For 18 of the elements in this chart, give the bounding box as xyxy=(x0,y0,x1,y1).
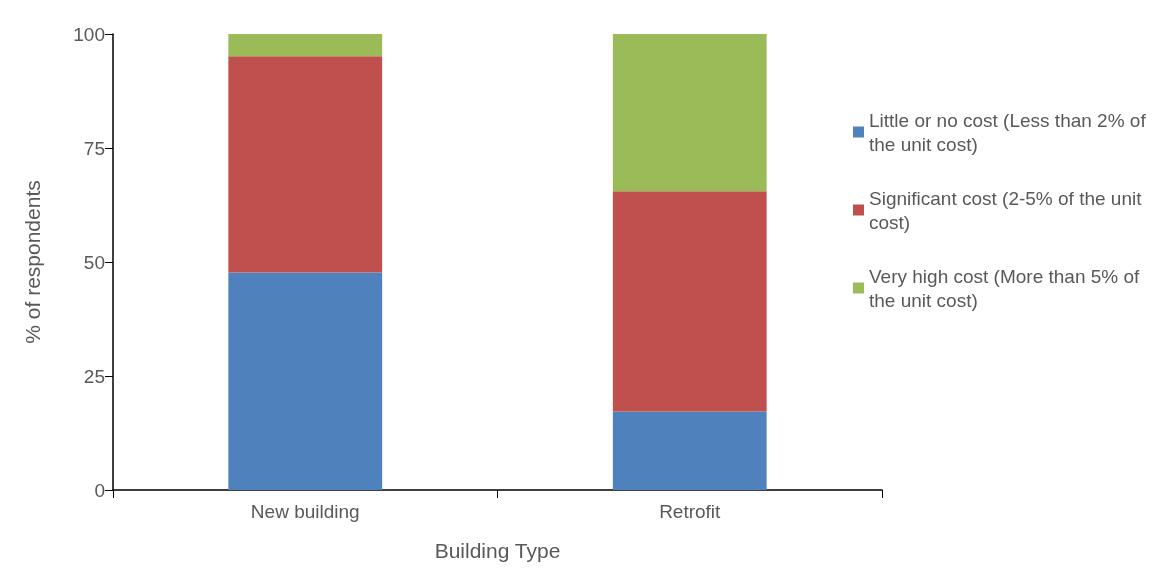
x-tick-label: New building xyxy=(250,501,360,522)
y-tick-label: 75 xyxy=(83,137,105,159)
bar xyxy=(228,272,383,490)
legend-label: Little or no cost (Less than 2% of the unit cost) xyxy=(869,109,1151,155)
bar xyxy=(612,411,767,490)
bar xyxy=(612,34,767,192)
y-axis-title: % of respondents xyxy=(21,180,44,344)
bar xyxy=(612,191,767,412)
bar xyxy=(228,56,383,273)
x-axis-title: Building Type xyxy=(434,539,561,562)
y-tick-label: 50 xyxy=(83,251,105,273)
legend-label: Very high cost (More than 5% of the unit cost) xyxy=(869,265,1145,311)
y-tick-label: 0 xyxy=(94,479,105,501)
bar xyxy=(228,34,383,57)
legend-label: Significant cost (2-5% of the unit cost) xyxy=(869,187,1147,233)
y-tick-label: 25 xyxy=(83,365,105,387)
y-tick-label: 100 xyxy=(73,23,105,45)
x-tick-label: Retrofit xyxy=(659,501,722,522)
